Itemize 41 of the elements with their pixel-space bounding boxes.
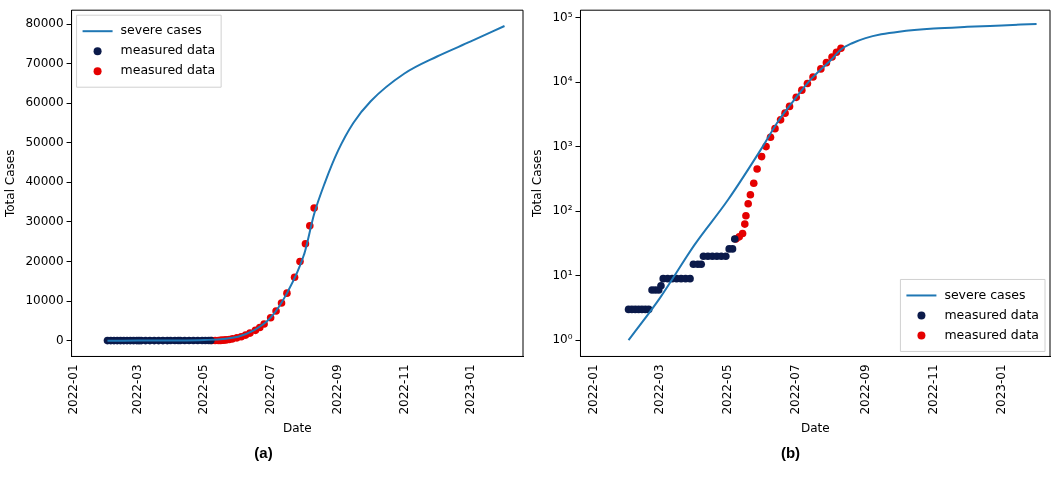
- legend-label: severe cases: [120, 22, 202, 38]
- y-tick-label: 0: [55, 332, 64, 347]
- y-tick-label: 10000: [25, 293, 64, 308]
- x-tick-label: 2022-07: [788, 364, 803, 415]
- y-tick-label: 60000: [25, 95, 64, 110]
- x-tick-label: 2023-01: [994, 364, 1009, 415]
- x-tick-label: 2022-11: [925, 364, 940, 415]
- x-tick-label: 2022-09: [330, 364, 345, 415]
- y-tick-label: 30000: [25, 214, 64, 229]
- y-tick-label: 10⁰: [552, 332, 573, 347]
- legend-label: severe cases: [944, 286, 1026, 302]
- legend-label: measured data: [120, 42, 216, 58]
- legend-label: measured data: [944, 306, 1040, 322]
- y-tick-label: 10¹: [552, 267, 573, 282]
- x-tick-label: 2022-03: [651, 364, 666, 415]
- x-tick-label: 2022-01: [586, 364, 601, 415]
- x-tick-label: 2022-01: [65, 364, 80, 415]
- x-tick-label: 2022-05: [720, 364, 735, 415]
- x-tick-label: 2022-09: [857, 364, 872, 415]
- y-axis-title: Total Cases: [3, 149, 18, 219]
- y-tick-label: 10⁵: [552, 9, 573, 24]
- x-tick-label: 2023-01: [462, 364, 477, 415]
- x-tick-label: 2022-05: [196, 364, 211, 415]
- y-tick-label: 50000: [25, 134, 64, 149]
- x-tick-label: 2022-11: [396, 364, 411, 415]
- x-tick-label: 2022-03: [130, 364, 145, 415]
- x-tick-label: 2022-07: [262, 364, 277, 415]
- y-tick-label: 10²: [552, 203, 573, 218]
- y-tick-label: 10³: [552, 138, 573, 153]
- y-tick-label: 80000: [25, 16, 64, 31]
- y-tick-label: 20000: [25, 253, 64, 268]
- y-tick-label: 70000: [25, 55, 64, 70]
- x-axis-title: Date: [282, 420, 312, 435]
- y-axis-title: Total Cases: [530, 149, 545, 219]
- x-axis-title: Date: [800, 420, 830, 435]
- legend-label: measured data: [944, 326, 1040, 342]
- y-tick-label: 40000: [25, 174, 64, 189]
- y-tick-label: 10⁴: [552, 74, 573, 89]
- text: (b): [779, 444, 802, 461]
- legend-label: measured data: [120, 62, 216, 78]
- text: (a): [253, 444, 274, 461]
